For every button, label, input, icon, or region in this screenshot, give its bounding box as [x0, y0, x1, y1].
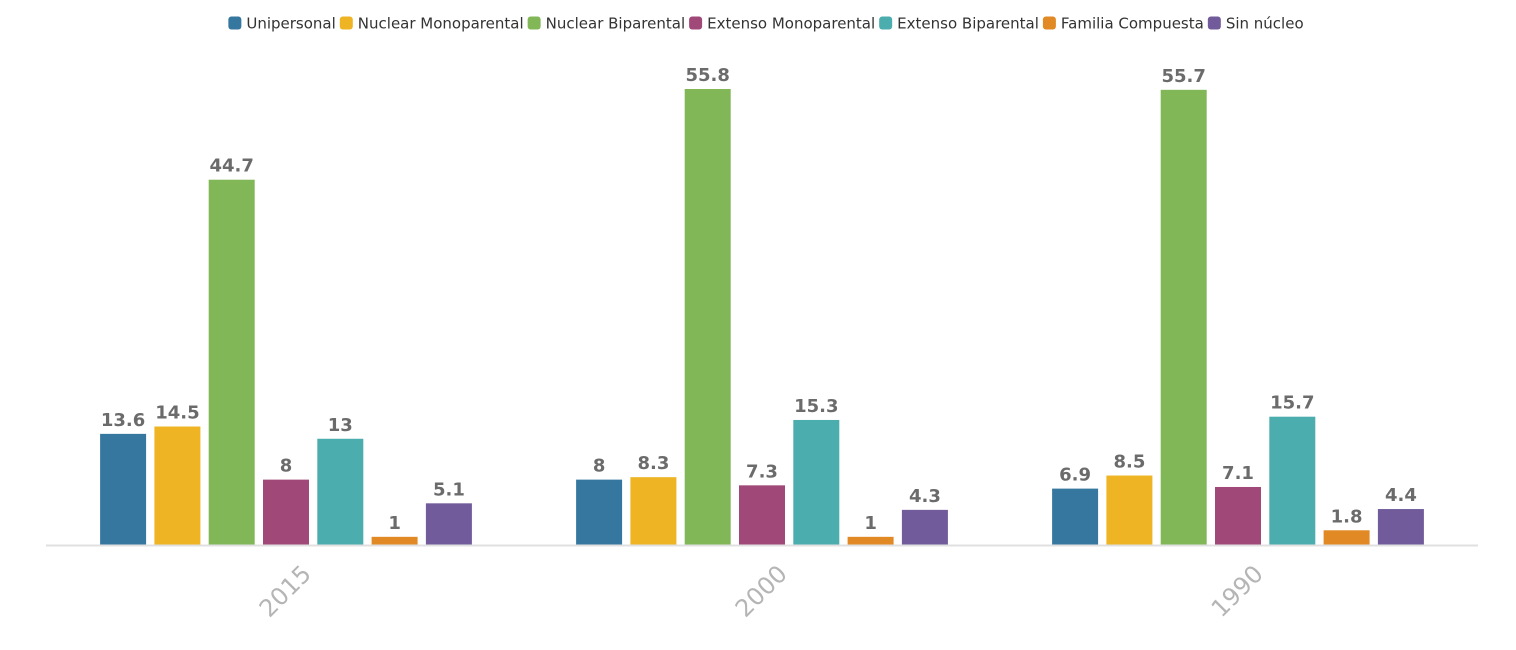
bar-1990-nuclear-monoparental [1106, 475, 1153, 545]
x-tick-label: 2000 [730, 560, 793, 623]
bar-1990-sin-núcleo [1377, 509, 1424, 545]
bar-2015-unipersonal [100, 433, 147, 545]
bar-1990-extenso-biparental [1269, 416, 1316, 545]
bar-2000-familia-compuesta [847, 536, 894, 545]
legend-swatch [1042, 16, 1056, 30]
data-label: 55.7 [1161, 66, 1205, 87]
legend-item[interactable]: Nuclear Monoparental [339, 15, 524, 33]
bar-2000-extenso-biparental [793, 419, 840, 545]
data-label: 13 [328, 415, 353, 436]
bar-1990-unipersonal [1052, 488, 1099, 545]
legend-label: Nuclear Biparental [546, 15, 685, 33]
bar-2000-extenso-monoparental [739, 485, 785, 545]
data-label: 5.1 [433, 479, 465, 500]
bar-2015-sin-núcleo [425, 503, 472, 545]
data-label: 15.7 [1270, 393, 1314, 414]
legend-label: Extenso Monoparental [707, 15, 875, 33]
bar-2015-nuclear-biparental [208, 179, 255, 546]
data-label: 7.3 [746, 461, 778, 482]
bar-1990-familia-compuesta [1323, 530, 1370, 545]
data-label: 8.3 [637, 453, 669, 474]
legend-label: Familia Compuesta [1061, 15, 1204, 33]
legend-item[interactable]: Unipersonal [228, 15, 336, 33]
data-label: 8.5 [1113, 452, 1145, 473]
data-label: 1 [388, 513, 401, 534]
bar-2015-nuclear-monoparental [154, 426, 201, 545]
bar-2015-extenso-monoparental [263, 479, 309, 545]
legend-item[interactable]: Sin núcleo [1207, 15, 1304, 33]
bar-2000-unipersonal [576, 479, 623, 545]
bar-1990-extenso-monoparental [1215, 486, 1261, 545]
data-label: 14.5 [155, 403, 199, 424]
legend-item[interactable]: Extenso Biparental [879, 15, 1039, 33]
legend-label: Unipersonal [246, 15, 335, 33]
x-tick-label: 2015 [254, 560, 317, 623]
bar-2000-nuclear-biparental [684, 89, 731, 545]
legend-item[interactable]: Nuclear Biparental [527, 15, 685, 33]
x-tick-labels: 2015 2000 1990 [254, 560, 1269, 623]
legend-item[interactable]: Familia Compuesta [1042, 15, 1204, 33]
bar-2015-familia-compuesta [371, 536, 418, 545]
legend-label: Nuclear Monoparental [358, 15, 524, 33]
data-label: 8 [280, 456, 293, 477]
legend-swatch [879, 16, 893, 30]
data-label: 8 [593, 456, 606, 477]
legend-swatch [527, 16, 541, 30]
legend-swatch [1207, 16, 1221, 30]
data-label: 55.8 [685, 65, 729, 86]
legend-item[interactable]: Extenso Monoparental [689, 15, 875, 33]
legend-label: Extenso Biparental [897, 15, 1039, 33]
bar-2000-sin-núcleo [901, 509, 948, 545]
bar-2015-extenso-biparental [317, 438, 364, 545]
data-label: 4.4 [1385, 485, 1417, 506]
data-label: 44.7 [209, 156, 253, 177]
bar-1990-nuclear-biparental [1160, 89, 1207, 546]
data-label: 1 [864, 513, 877, 534]
data-label: 13.6 [101, 410, 145, 431]
legend-swatch [339, 16, 353, 30]
data-label: 15.3 [794, 396, 838, 417]
legend-swatch [228, 16, 242, 30]
data-label: 4.3 [909, 486, 941, 507]
bar-marks [100, 89, 1424, 546]
x-tick-label: 1990 [1206, 560, 1269, 623]
legend-label: Sin núcleo [1226, 15, 1304, 33]
legend-swatch [689, 16, 703, 30]
data-labels: 13.6 14.5 44.7 8 13 1 5.1 8 8.3 55.8 7.3 15.3 1 4.3 6.… [101, 65, 1417, 534]
bar-2000-nuclear-monoparental [630, 477, 677, 545]
data-label: 6.9 [1059, 465, 1091, 486]
data-label: 1.8 [1331, 506, 1363, 527]
data-label: 7.1 [1222, 463, 1254, 484]
chart-legend: Unipersonal Nuclear Monoparental Nuclear B… [228, 15, 1304, 33]
